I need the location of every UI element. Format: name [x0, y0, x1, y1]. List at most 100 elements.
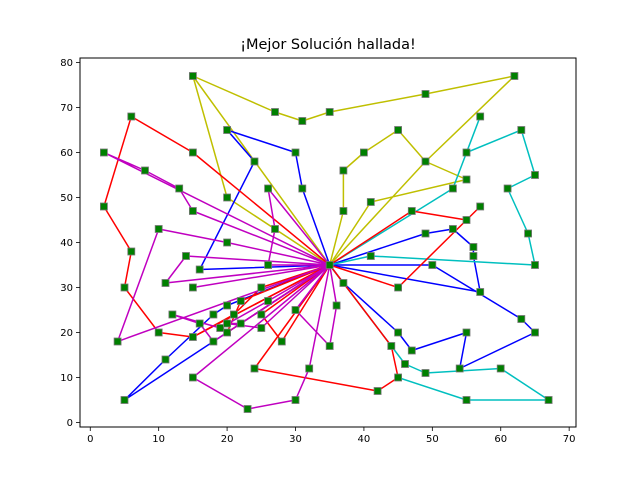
city-marker	[517, 126, 526, 134]
city-marker	[394, 373, 403, 382]
route-line-24	[192, 264, 331, 410]
city-marker	[407, 346, 416, 355]
city-marker	[236, 297, 245, 305]
city-marker	[462, 148, 471, 157]
city-marker	[448, 225, 457, 233]
city-marker	[188, 72, 197, 80]
x-tick-label: 50	[426, 434, 439, 445]
city-marker	[154, 225, 163, 233]
city-marker	[291, 396, 300, 404]
city-marker	[524, 229, 532, 238]
city-marker	[209, 337, 218, 346]
city-marker	[161, 279, 170, 287]
city-marker	[496, 364, 505, 373]
city-marker	[188, 207, 197, 215]
city-marker	[421, 90, 430, 98]
city-markers	[100, 72, 553, 413]
city-marker	[421, 229, 430, 238]
city-marker	[366, 252, 375, 260]
city-marker	[264, 184, 273, 193]
city-marker	[339, 279, 348, 287]
city-marker	[223, 126, 232, 134]
city-marker	[120, 396, 129, 404]
city-marker	[257, 324, 266, 332]
city-marker	[421, 369, 430, 377]
city-marker	[277, 337, 286, 346]
city-marker	[428, 261, 437, 269]
city-marker	[264, 261, 273, 269]
city-marker	[407, 207, 416, 215]
city-marker	[188, 373, 197, 382]
y-tick-label: 70	[60, 103, 73, 114]
city-marker	[462, 175, 471, 184]
city-marker	[325, 261, 334, 269]
city-marker	[332, 301, 341, 310]
city-marker	[223, 328, 232, 337]
city-marker	[223, 301, 232, 310]
city-marker	[325, 342, 334, 350]
city-marker	[141, 166, 149, 175]
y-tick-label: 0	[67, 418, 73, 429]
city-marker	[250, 157, 259, 166]
city-marker	[359, 148, 368, 157]
route-line-18	[164, 255, 331, 284]
city-marker	[291, 306, 300, 314]
city-marker	[188, 333, 197, 341]
city-marker	[257, 283, 266, 292]
city-marker	[421, 157, 430, 166]
city-marker	[127, 112, 136, 121]
city-marker	[448, 184, 457, 193]
x-tick-label: 70	[563, 434, 576, 445]
city-marker	[339, 207, 348, 215]
y-tick-label: 20	[60, 328, 73, 339]
city-marker	[120, 283, 129, 292]
city-marker	[223, 319, 232, 328]
city-marker	[462, 328, 471, 337]
city-marker	[531, 328, 539, 337]
city-marker	[161, 355, 170, 364]
city-marker	[510, 72, 519, 80]
city-marker	[209, 310, 218, 319]
city-marker	[127, 247, 136, 256]
city-marker	[188, 148, 197, 157]
y-tick-label: 40	[60, 238, 73, 249]
city-marker	[366, 198, 375, 206]
city-marker	[100, 148, 108, 157]
city-marker	[182, 252, 190, 260]
chart-title: ¡Mejor Solución hallada!	[240, 37, 416, 53]
city-marker	[154, 328, 163, 337]
city-marker	[339, 166, 348, 175]
city-marker	[216, 324, 225, 332]
city-marker	[325, 108, 334, 116]
city-marker	[236, 319, 245, 328]
city-marker	[113, 337, 122, 346]
city-marker	[373, 387, 382, 395]
city-marker	[531, 261, 539, 269]
city-marker	[469, 252, 478, 260]
x-tick-label: 60	[494, 434, 507, 445]
city-marker	[387, 342, 396, 350]
city-marker	[503, 184, 512, 193]
city-marker	[229, 310, 238, 319]
y-axis: 0 10 20 30 40 50 60 70 80	[60, 58, 80, 429]
city-marker	[476, 202, 485, 211]
city-marker	[257, 310, 266, 319]
city-marker	[476, 112, 485, 121]
city-marker	[401, 360, 409, 368]
city-marker	[517, 315, 526, 323]
city-marker	[394, 328, 403, 337]
city-marker	[455, 364, 464, 373]
city-marker	[394, 283, 403, 292]
city-marker	[531, 171, 539, 179]
x-tick-label: 40	[358, 434, 371, 445]
route-line-11	[328, 205, 481, 289]
x-axis: 0 10 20 30 40 50 60 70	[87, 427, 576, 445]
city-marker	[271, 225, 279, 233]
y-tick-label: 50	[60, 193, 73, 204]
x-tick-label: 30	[289, 434, 302, 445]
city-marker	[298, 184, 307, 193]
city-marker	[195, 319, 204, 328]
city-marker	[243, 405, 252, 413]
city-marker	[264, 297, 273, 305]
